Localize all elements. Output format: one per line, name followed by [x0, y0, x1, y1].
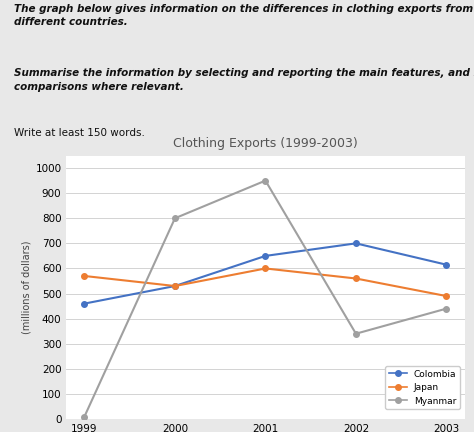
Myanmar	[353, 331, 359, 336]
Colombia	[172, 283, 178, 289]
Colombia	[353, 241, 359, 246]
Colombia	[82, 301, 87, 306]
Line: Japan: Japan	[82, 266, 449, 299]
Legend: Colombia, Japan, Myanmar: Colombia, Japan, Myanmar	[385, 366, 460, 409]
Text: Summarise the information by selecting and reporting the main features, and make: Summarise the information by selecting a…	[14, 68, 474, 92]
Line: Colombia: Colombia	[82, 241, 449, 306]
Text: The graph below gives information on the differences in clothing exports from th: The graph below gives information on the…	[14, 4, 474, 28]
Japan	[444, 293, 449, 299]
Colombia	[444, 262, 449, 267]
Japan	[263, 266, 268, 271]
Title: Clothing Exports (1999-2003): Clothing Exports (1999-2003)	[173, 137, 358, 150]
Myanmar	[263, 178, 268, 183]
Myanmar	[444, 306, 449, 311]
Myanmar	[172, 216, 178, 221]
Japan	[172, 283, 178, 289]
Colombia	[263, 253, 268, 258]
Japan	[353, 276, 359, 281]
Line: Myanmar: Myanmar	[82, 178, 449, 419]
Text: Write at least 150 words.: Write at least 150 words.	[14, 128, 145, 138]
Japan	[82, 273, 87, 279]
Myanmar	[82, 414, 87, 419]
Y-axis label: (millions of dollars): (millions of dollars)	[21, 241, 31, 334]
